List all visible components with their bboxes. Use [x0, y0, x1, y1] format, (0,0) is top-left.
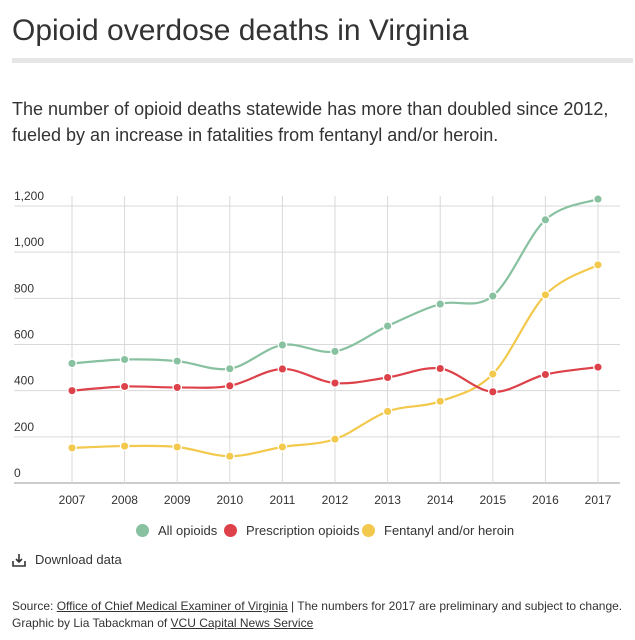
data-point-prescription-opioids [540, 369, 551, 380]
download-data-label: Download data [35, 552, 122, 567]
legend-swatch-all-opioids [136, 524, 149, 537]
data-point-all-opioids [224, 363, 235, 374]
data-point-all-opioids [540, 214, 551, 225]
data-point-fentanyl-and-or-heroin [277, 442, 288, 452]
data-point-prescription-opioids [382, 372, 393, 383]
legend-label-fentanyl-heroin: Fentanyl and/or heroin [384, 523, 515, 538]
data-point-all-opioids [67, 358, 77, 369]
x-tick-label: 2007 [59, 493, 86, 507]
x-tick-label: 2013 [374, 493, 401, 507]
data-point-prescription-opioids [119, 381, 130, 392]
line-chart: 0 200 400 600 800 1,000 1,200 2007 2008 2009 2010 2… [14, 189, 620, 507]
chart-subtitle: The number of opioid deaths statewide ha… [12, 99, 609, 145]
legend-item-all-opioids[interactable]: All opioids [136, 523, 217, 538]
data-point-fentanyl-and-or-heroin [67, 443, 77, 453]
data-point-all-opioids [382, 321, 393, 331]
y-tick-label: 400 [14, 374, 34, 388]
footer: Source: Office of Chief Medical Examiner… [12, 598, 627, 632]
chart-title: Opioid overdose deaths in Virginia [12, 14, 469, 47]
graphic-credit-prefix: Graphic by Lia Tabackman of [12, 616, 171, 630]
y-tick-label: 800 [14, 281, 34, 295]
data-point-all-opioids [119, 354, 130, 365]
source-note: | The numbers for 2017 are preliminary a… [287, 599, 623, 613]
data-point-fentanyl-and-or-heroin [330, 434, 340, 444]
graphic-credit-link[interactable]: VCU Capital News Service [170, 616, 314, 630]
x-tick-label: 2016 [532, 493, 559, 507]
y-tick-label: 200 [14, 420, 34, 434]
y-tick-label: 600 [14, 328, 34, 342]
x-tick-label: 2017 [585, 493, 612, 507]
legend-label-all-opioids: All opioids [158, 523, 218, 538]
data-point-prescription-opioids [593, 362, 603, 372]
data-point-all-opioids [487, 291, 498, 301]
data-point-prescription-opioids [67, 385, 77, 396]
x-tick-label: 2009 [164, 493, 191, 507]
data-point-all-opioids [593, 194, 603, 204]
data-point-fentanyl-and-or-heroin [382, 406, 393, 417]
y-tick-label: 1,000 [14, 235, 44, 249]
data-point-fentanyl-and-or-heroin [435, 396, 446, 407]
data-point-fentanyl-and-or-heroin [593, 260, 603, 270]
x-tick-label: 2010 [216, 493, 243, 507]
download-icon [12, 553, 26, 567]
data-point-fentanyl-and-or-heroin [119, 441, 130, 451]
x-tick-label: 2011 [269, 493, 295, 507]
source-link[interactable]: Office of Chief Medical Examiner of Virg… [56, 599, 288, 613]
y-tick-label: 1,200 [14, 189, 44, 203]
legend-swatch-fentanyl-heroin [362, 524, 375, 537]
legend-item-prescription-opioids[interactable]: Prescription opioids [224, 523, 359, 538]
legend-swatch-prescription-opioids [224, 524, 237, 537]
data-point-fentanyl-and-or-heroin [540, 290, 551, 300]
data-point-prescription-opioids [435, 363, 446, 374]
x-tick-label: 2015 [479, 493, 506, 507]
data-point-all-opioids [330, 346, 340, 357]
y-tick-label: 0 [14, 466, 21, 480]
x-tick-label: 2008 [111, 493, 138, 507]
data-point-fentanyl-and-or-heroin [224, 451, 235, 462]
x-tick-label: 2014 [427, 493, 454, 507]
title-divider [12, 58, 633, 63]
download-data-button[interactable]: Download data [12, 552, 122, 567]
legend-item-fentanyl-heroin[interactable]: Fentanyl and/or heroin [362, 523, 514, 538]
data-point-all-opioids [435, 299, 446, 309]
data-point-all-opioids [277, 340, 288, 350]
data-point-fentanyl-and-or-heroin [172, 442, 183, 452]
legend-label-prescription-opioids: Prescription opioids [246, 523, 360, 538]
x-tick-label: 2012 [322, 493, 349, 507]
legend: All opioids Prescription opioids Fentany… [0, 523, 635, 543]
data-point-prescription-opioids [277, 364, 288, 374]
data-point-fentanyl-and-or-heroin [487, 369, 498, 379]
data-point-prescription-opioids [330, 378, 340, 388]
data-point-all-opioids [172, 356, 183, 366]
data-point-prescription-opioids [172, 382, 183, 393]
source-prefix: Source: [12, 599, 57, 613]
data-point-prescription-opioids [224, 380, 235, 391]
data-point-prescription-opioids [487, 386, 498, 397]
